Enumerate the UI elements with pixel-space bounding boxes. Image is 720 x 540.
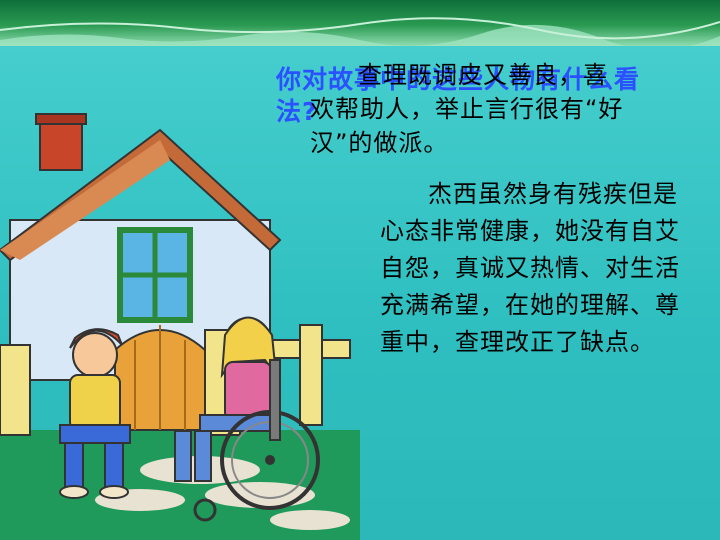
- top-decorative-band: [0, 0, 720, 46]
- paragraph-charlie: 查理既调皮又善良，喜欢帮助人，举止言行很有“好汉”的做派。: [310, 58, 630, 160]
- paragraph-jessie-text: 杰西虽然身有残疾但是心态非常健康，她没有自艾自怨，真诚又热情、对生活充满希望，在…: [380, 180, 680, 356]
- paragraph-jessie: 杰西虽然身有残疾但是心态非常健康，她没有自艾自怨，真诚又热情、对生活充满希望，在…: [380, 176, 700, 361]
- paragraph-charlie-text: 查理既调皮又善良，喜欢帮助人，举止言行很有“好汉”的做派。: [310, 61, 624, 157]
- band-wave-icon: [0, 17, 720, 46]
- story-illustration: [0, 113, 360, 540]
- question-text: 你对故事中的这些人物有什么看法?: [276, 65, 641, 126]
